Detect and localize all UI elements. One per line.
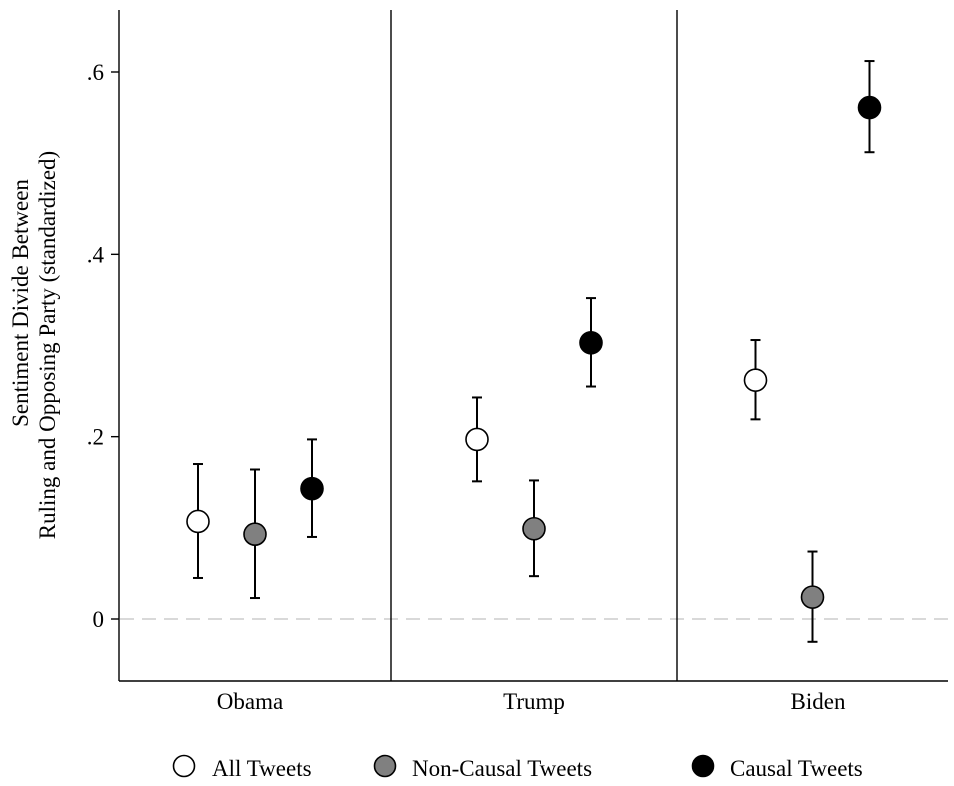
legend-label-all-tweets: All Tweets bbox=[212, 756, 312, 781]
point-marker bbox=[300, 476, 324, 501]
point-marker bbox=[800, 585, 825, 609]
y-axis-label-line-1: Sentiment Divide Between bbox=[8, 179, 33, 427]
point-non-causal-tweets-biden bbox=[800, 550, 825, 643]
panel-labels: Obama Trump Biden bbox=[217, 689, 846, 714]
point-marker bbox=[743, 368, 768, 392]
point-marker bbox=[857, 95, 882, 120]
legend-marker-all-tweets bbox=[172, 754, 196, 778]
point-marker bbox=[186, 509, 210, 534]
legend-label-causal-tweets: Causal Tweets bbox=[730, 756, 863, 781]
data-marks bbox=[186, 60, 882, 643]
legend-marker-causal-tweets bbox=[691, 754, 715, 778]
panel-label-trump: Trump bbox=[503, 689, 565, 714]
point-causal-tweets-trump bbox=[579, 297, 603, 388]
panel-label-biden: Biden bbox=[791, 689, 846, 714]
point-all-tweets-obama bbox=[186, 463, 210, 579]
y-tick-label: 0 bbox=[93, 607, 105, 632]
legend-label-non-causal-tweets: Non-Causal Tweets bbox=[412, 756, 592, 781]
legend: All Tweets Non-Causal Tweets Causal Twee… bbox=[172, 754, 863, 781]
point-all-tweets-biden bbox=[743, 339, 768, 421]
point-all-tweets-trump bbox=[465, 396, 489, 483]
point-causal-tweets-obama bbox=[300, 438, 324, 538]
y-tick-label: .4 bbox=[87, 242, 105, 267]
point-marker bbox=[579, 330, 603, 355]
panel-label-obama: Obama bbox=[217, 689, 283, 714]
point-non-causal-tweets-trump bbox=[522, 479, 546, 578]
y-tick-label: .2 bbox=[87, 425, 104, 450]
point-causal-tweets-biden bbox=[857, 60, 882, 154]
y-ticks: 0 .2 .4 .6 bbox=[87, 60, 119, 632]
legend-marker-non-causal-tweets bbox=[373, 754, 397, 778]
point-marker bbox=[522, 516, 546, 541]
point-marker bbox=[465, 427, 489, 452]
y-axis-label-line-2: Ruling and Opposing Party (standardized) bbox=[35, 151, 60, 539]
point-marker bbox=[243, 522, 267, 547]
y-tick-label: .6 bbox=[87, 60, 104, 85]
point-non-causal-tweets-obama bbox=[243, 468, 267, 600]
y-axis-label: Sentiment Divide Between Ruling and Oppo… bbox=[8, 151, 60, 539]
axes bbox=[118, 10, 948, 682]
